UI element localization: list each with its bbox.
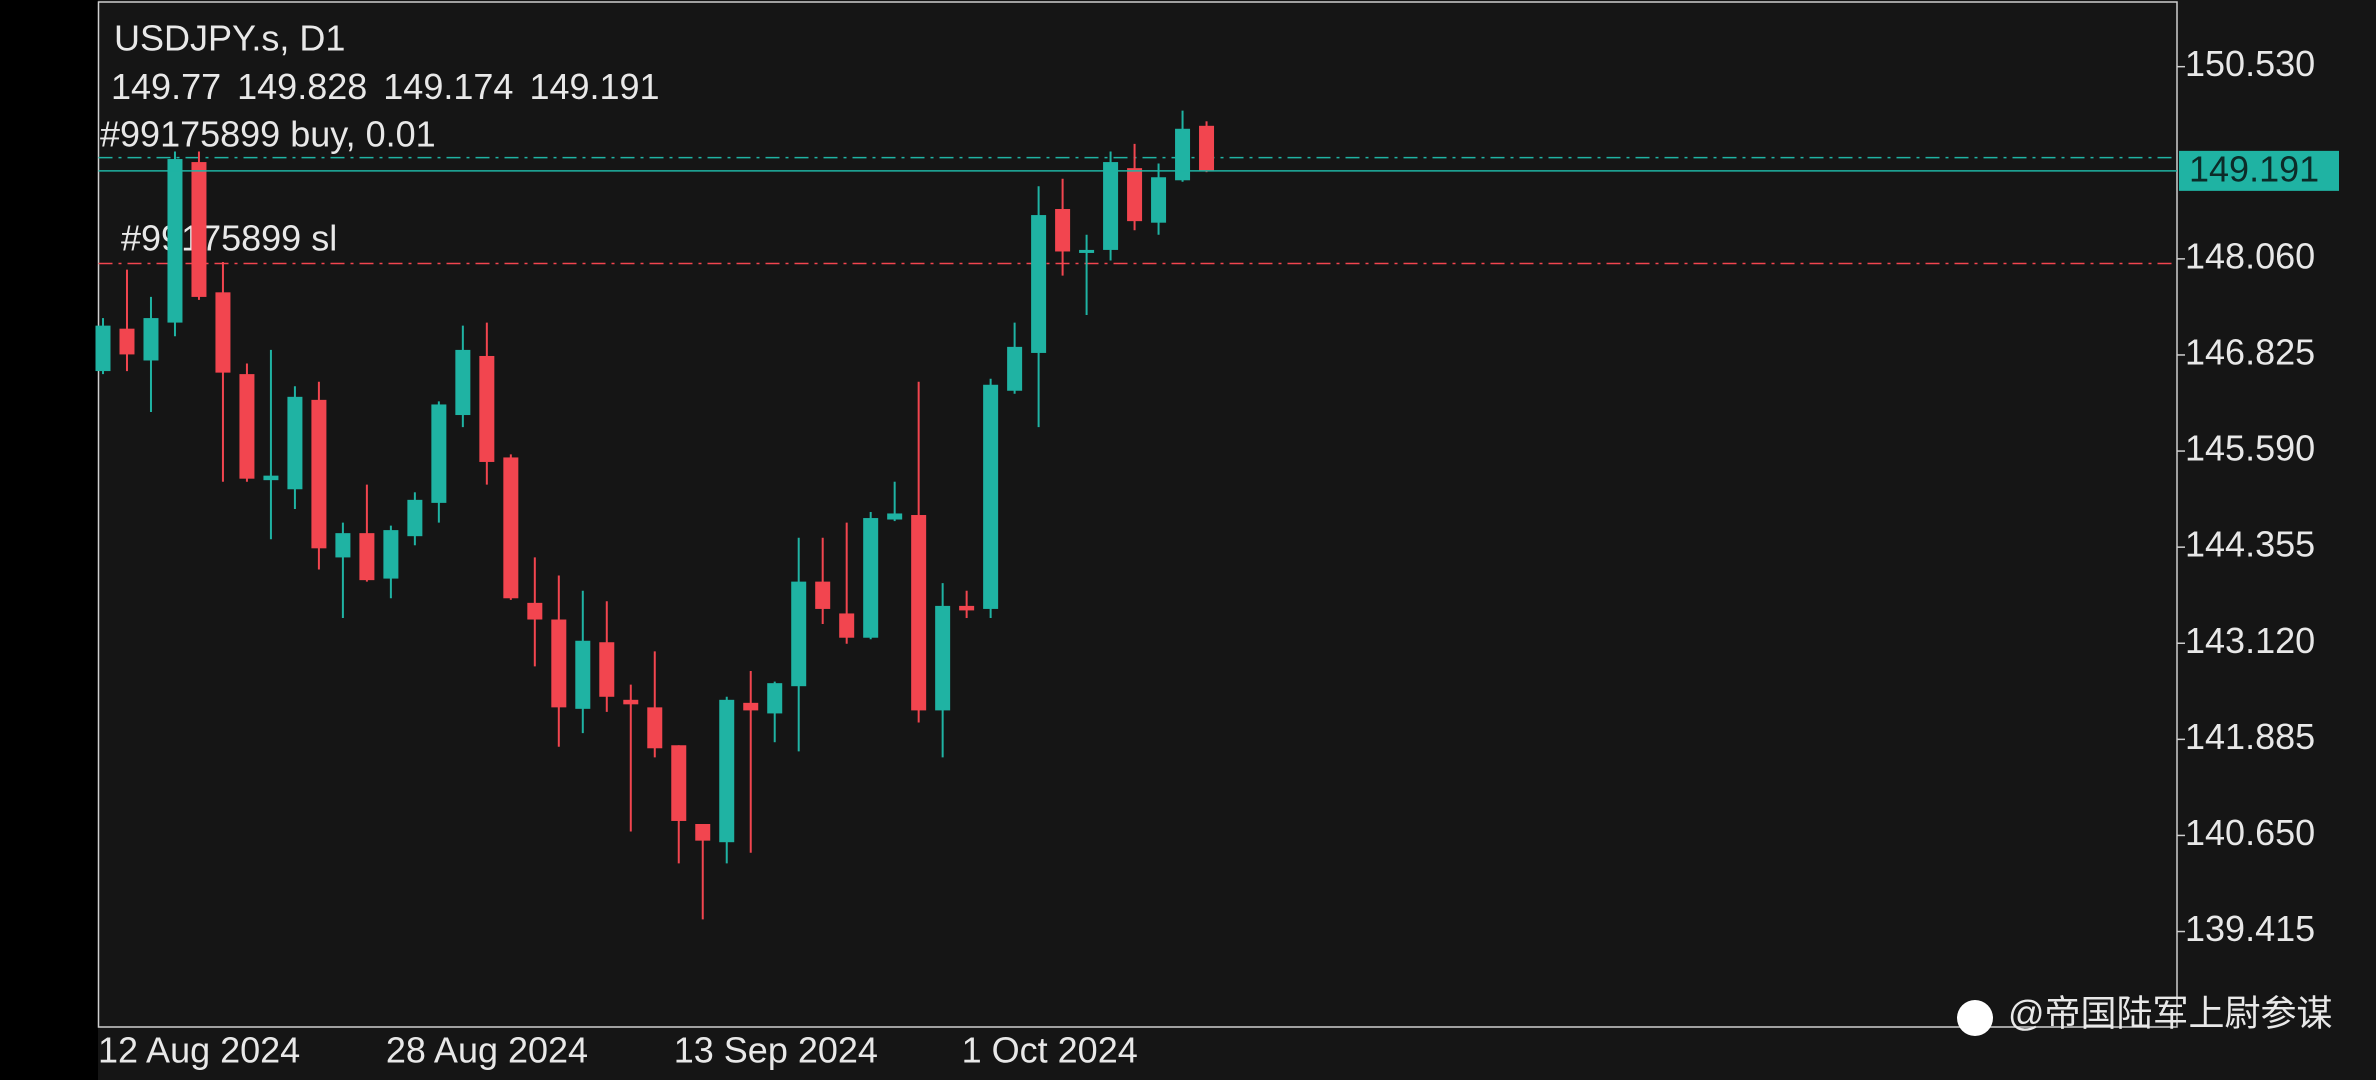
y-tick-label: 145.590 xyxy=(2185,428,2315,469)
candle-body xyxy=(263,475,279,481)
candle-body xyxy=(335,533,351,558)
candle-body xyxy=(911,515,927,711)
y-tick-label: 139.415 xyxy=(2185,908,2315,949)
candle-body xyxy=(359,533,375,581)
high-value: 149.828 xyxy=(237,66,367,107)
y-tick-label: 143.120 xyxy=(2185,620,2315,661)
candle-body xyxy=(791,581,807,687)
y-tick-label: 150.530 xyxy=(2185,43,2315,84)
candle-body xyxy=(455,349,471,416)
candle-body xyxy=(503,457,519,599)
candle-body xyxy=(143,318,159,361)
close-value: 149.191 xyxy=(529,66,659,107)
candle-body xyxy=(95,325,111,372)
candle-body xyxy=(959,605,975,611)
candle-body xyxy=(383,530,399,579)
candle-body xyxy=(1007,346,1023,391)
candle-body xyxy=(1031,215,1047,353)
candle-body xyxy=(599,642,615,697)
left-strip xyxy=(0,0,98,1080)
y-tick-label: 148.060 xyxy=(2185,235,2315,276)
candle-body xyxy=(1079,249,1095,253)
watermark-text: @帝国陆军上尉参谋 xyxy=(2008,993,2333,1034)
watermark: @帝国陆军上尉参谋 xyxy=(1957,993,2333,1036)
candle-body xyxy=(239,374,255,479)
candle-body xyxy=(623,699,639,705)
candle-body xyxy=(1199,125,1215,171)
candle-body xyxy=(839,613,855,638)
candle-body xyxy=(191,162,207,297)
x-tick-label: 12 Aug 2024 xyxy=(98,1030,300,1071)
x-tick-label: 28 Aug 2024 xyxy=(386,1030,588,1071)
price-tag-label: 149.191 xyxy=(2189,148,2319,189)
candle-body xyxy=(1103,162,1119,250)
candle-body xyxy=(743,702,759,711)
candle-body xyxy=(815,581,831,609)
candle-body xyxy=(407,499,423,537)
candle-body xyxy=(575,640,591,709)
candle-body xyxy=(167,159,183,323)
candle-body xyxy=(119,328,135,355)
candle-body xyxy=(719,699,735,843)
candle-body xyxy=(935,605,951,711)
candle-body xyxy=(1175,128,1191,181)
candle-body xyxy=(287,396,303,490)
candle-body xyxy=(311,399,327,549)
candle-body xyxy=(551,619,567,708)
ohlc-readout: 149.77 149.828 149.174 149.191 xyxy=(111,66,660,107)
candle-body xyxy=(647,707,663,749)
order-label: #99175899 buy, 0.01 xyxy=(100,114,436,155)
open-value: 149.77 xyxy=(111,66,221,107)
low-value: 149.174 xyxy=(383,66,513,107)
candle-body xyxy=(1127,168,1143,222)
x-tick-label: 13 Sep 2024 xyxy=(674,1030,878,1071)
y-tick-label: 144.355 xyxy=(2185,524,2315,565)
candle-body xyxy=(527,602,543,620)
x-tick-label: 1 Oct 2024 xyxy=(962,1030,1138,1071)
candle-body xyxy=(431,404,447,503)
candle-body xyxy=(887,513,903,520)
candle-body xyxy=(215,292,231,373)
candle-body xyxy=(863,518,879,638)
y-tick-label: 141.885 xyxy=(2185,716,2315,757)
candle-body xyxy=(479,355,495,462)
sl-label: #99175899 sl xyxy=(121,218,337,259)
watermark-icon xyxy=(1957,1000,1993,1036)
chart-title: USDJPY.s, D1 xyxy=(114,18,345,59)
candle-body xyxy=(695,823,711,841)
candle-body xyxy=(671,745,687,821)
candle-body xyxy=(1151,177,1167,223)
candle-body xyxy=(1055,208,1071,252)
candle-body xyxy=(983,384,999,609)
y-tick-label: 140.650 xyxy=(2185,812,2315,853)
plot-frame xyxy=(97,1,2178,1028)
candle-body xyxy=(767,683,783,714)
y-tick-label: 146.825 xyxy=(2185,331,2315,372)
price-tag xyxy=(2179,150,2339,191)
